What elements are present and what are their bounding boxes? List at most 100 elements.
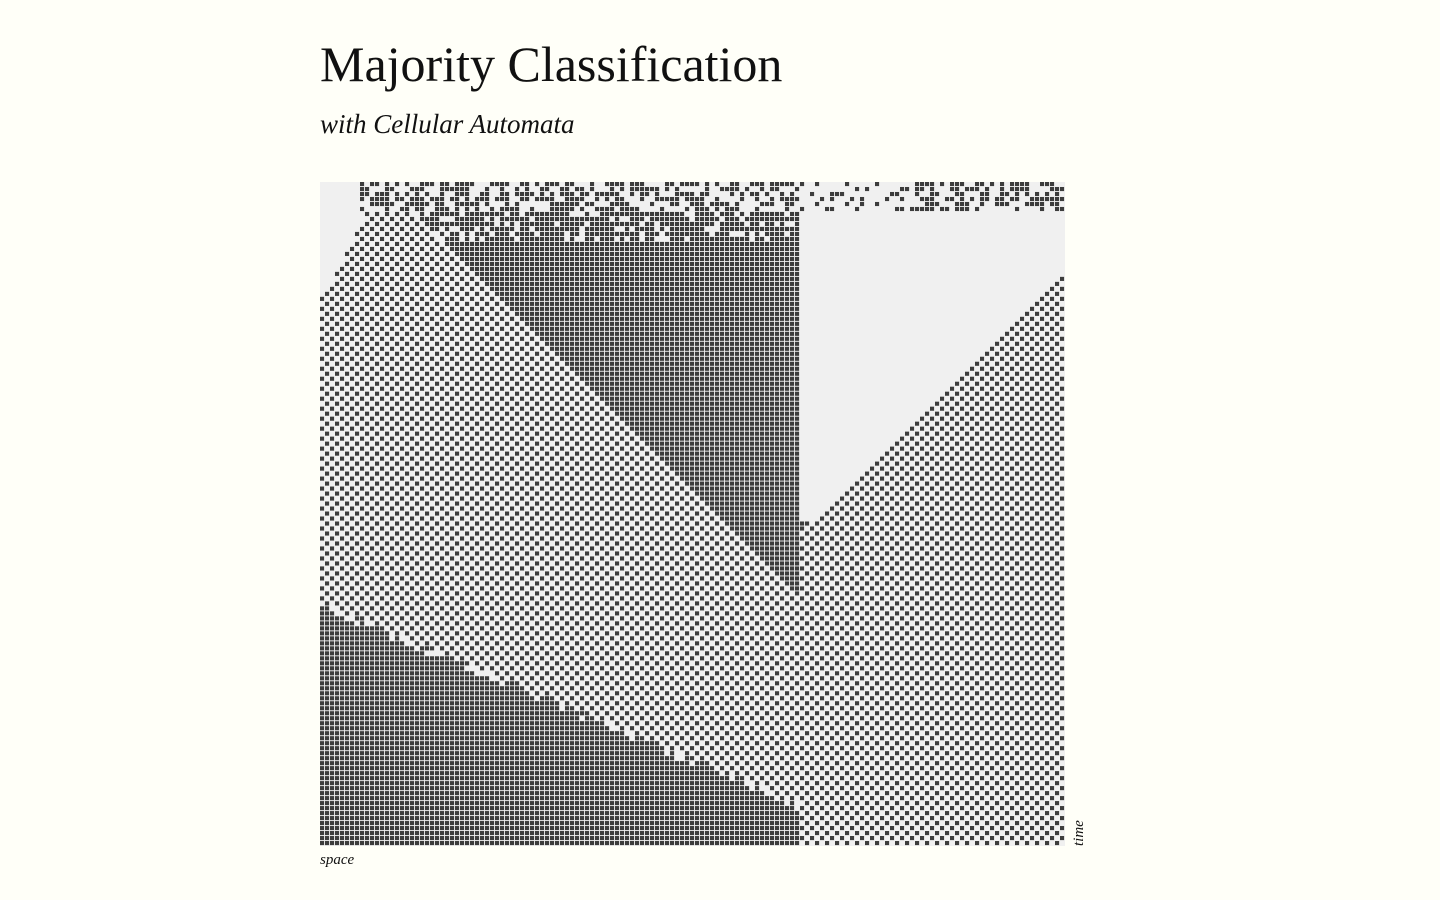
ca-cell: [760, 211, 765, 217]
ca-cell: [1015, 321, 1020, 326]
ca-cell: [660, 486, 665, 491]
ca-cell: [610, 316, 615, 321]
ca-cell: [560, 226, 565, 232]
ca-cell: [385, 231, 390, 237]
ca-cell: [350, 256, 355, 261]
ca-cell: [480, 466, 485, 471]
ca-cell: [560, 291, 565, 296]
ca-cell: [560, 211, 565, 217]
ca-cell: [700, 436, 705, 441]
ca-cell: [755, 476, 760, 481]
ca-cell: [975, 491, 980, 496]
ca-cell: [560, 366, 565, 371]
ca-cell: [775, 236, 780, 242]
ca-cell: [740, 356, 745, 361]
ca-cell: [455, 241, 460, 246]
ca-cell: [665, 441, 670, 446]
ca-cell: [600, 416, 605, 421]
ca-cell: [565, 491, 570, 496]
ca-cell: [330, 316, 335, 321]
ca-cell: [1005, 391, 1010, 396]
ca-cell: [725, 441, 730, 446]
ca-cell: [610, 371, 615, 376]
ca-cell: [675, 491, 680, 496]
ca-cell: [660, 356, 665, 361]
ca-cell: [855, 206, 860, 212]
ca-cell: [525, 251, 530, 256]
ca-cell: [760, 366, 765, 371]
ca-cell: [345, 361, 350, 366]
ca-cell: [585, 366, 590, 371]
ca-cell: [795, 441, 800, 446]
ca-cell: [520, 416, 525, 421]
ca-cell: [730, 216, 735, 222]
ca-cell: [715, 496, 720, 501]
ca-cell: [725, 266, 730, 271]
ca-cell: [560, 271, 565, 276]
ca-cell: [775, 261, 780, 266]
ca-cell: [650, 446, 655, 451]
ca-cell: [495, 461, 500, 466]
ca-cell: [785, 391, 790, 396]
ca-cell: [385, 221, 390, 227]
ca-cell: [975, 361, 980, 366]
ca-cell: [565, 241, 570, 246]
ca-cell: [575, 241, 580, 246]
ca-cell: [470, 426, 475, 431]
ca-cell: [405, 301, 410, 306]
ca-cell: [595, 421, 600, 426]
ca-cell: [610, 321, 615, 326]
ca-cell: [625, 356, 630, 361]
ca-cell: [385, 196, 390, 202]
ca-cell: [390, 186, 395, 192]
ca-cell: [545, 391, 550, 396]
ca-cell: [435, 411, 440, 416]
ca-cell: [405, 371, 410, 376]
ca-cell: [740, 236, 745, 242]
ca-cell: [690, 336, 695, 341]
ca-cell: [530, 366, 535, 371]
ca-cell: [770, 236, 775, 242]
ca-cell: [600, 256, 605, 261]
ca-cell: [710, 291, 715, 296]
ca-cell: [630, 371, 635, 376]
ca-cell: [375, 351, 380, 356]
ca-cell: [655, 451, 660, 456]
ca-cell: [980, 426, 985, 431]
ca-cell: [735, 476, 740, 481]
ca-cell: [560, 246, 565, 251]
ca-cell: [925, 441, 930, 446]
ca-cell: [785, 276, 790, 281]
ca-cell: [655, 406, 660, 411]
ca-cell: [790, 321, 795, 326]
ca-cell: [740, 316, 745, 321]
ca-cell: [735, 311, 740, 316]
ca-cell: [630, 221, 635, 227]
ca-cell: [985, 441, 990, 446]
ca-cell: [590, 361, 595, 366]
ca-cell: [650, 226, 655, 232]
ca-cell: [675, 216, 680, 222]
ca-cell: [950, 196, 955, 202]
ca-cell: [655, 436, 660, 441]
ca-cell: [785, 436, 790, 441]
ca-cell: [425, 411, 430, 416]
ca-cell: [550, 251, 555, 256]
ca-cell: [700, 231, 705, 237]
ca-cell: [335, 351, 340, 356]
ca-cell: [520, 241, 525, 246]
ca-cell: [950, 386, 955, 391]
ca-cell: [360, 476, 365, 481]
ca-cell: [630, 351, 635, 356]
ca-cell: [665, 456, 670, 461]
ca-cell: [620, 321, 625, 326]
ca-cell: [725, 356, 730, 361]
ca-cell: [725, 241, 730, 246]
ca-cell: [635, 431, 640, 436]
ca-cell: [485, 381, 490, 386]
ca-cell: [610, 186, 615, 192]
ca-cell: [705, 346, 710, 351]
ca-cell: [715, 311, 720, 316]
ca-cell: [730, 356, 735, 361]
ca-cell: [785, 411, 790, 416]
